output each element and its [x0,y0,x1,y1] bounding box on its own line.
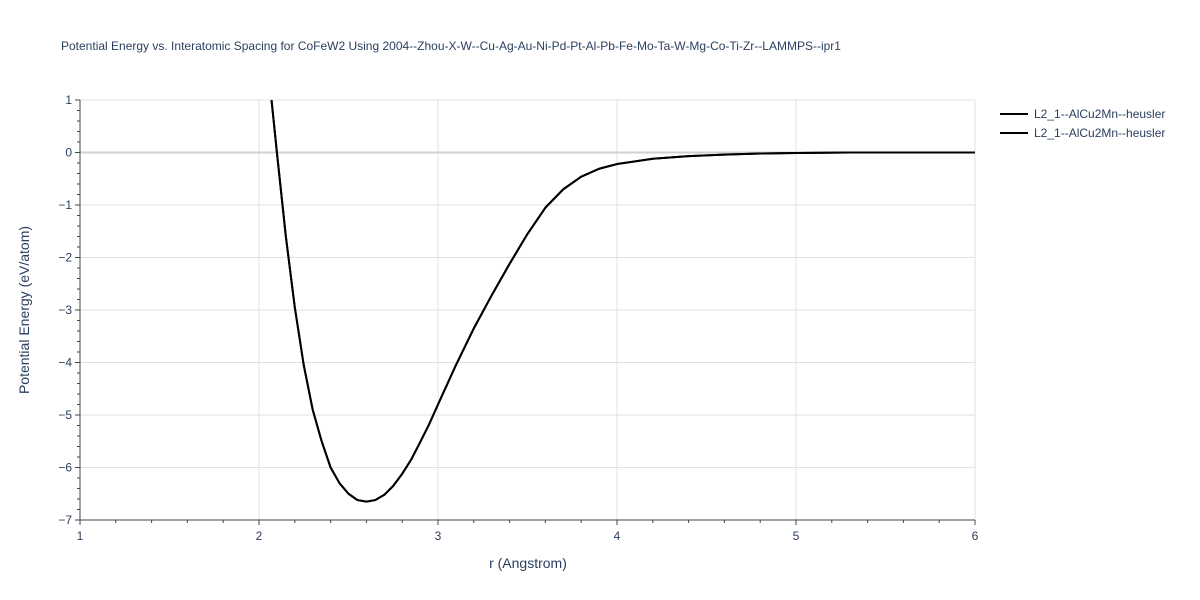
y-axis-title: Potential Energy (eV/atom) [16,226,32,394]
x-tick-label: 4 [614,529,621,543]
x-tick-label: 1 [77,529,84,543]
series-line-1 [270,100,975,503]
legend: L2_1--AlCu2Mn--heusler L2_1--AlCu2Mn--heu… [1000,107,1165,140]
y-tick-label: −3 [58,303,72,317]
plot-area [270,100,975,503]
grid-lines [80,99,976,520]
x-tick-label: 2 [256,529,263,543]
y-tick-label: −2 [58,251,72,265]
x-tick-label: 6 [972,529,979,543]
legend-label-2: L2_1--AlCu2Mn--heusler [1034,126,1165,140]
chart-title: Potential Energy vs. Interatomic Spacing… [61,39,841,53]
y-tick-label: −6 [58,461,72,475]
axes: 1 2 3 4 5 6 1 0 −1 −2 −3 −4 −5 −6 −7 [58,93,978,543]
x-axis-title: r (Angstrom) [489,555,567,571]
x-tick-label: 3 [435,529,442,543]
y-tick-label: −7 [58,513,72,527]
y-tick-label: −5 [58,408,72,422]
legend-label-1: L2_1--AlCu2Mn--heusler [1034,107,1165,121]
y-tick-label: −4 [58,356,72,370]
y-tick-label: 1 [65,93,72,107]
y-tick-label: 0 [65,146,72,160]
x-tick-label: 5 [793,529,800,543]
y-tick-label: −1 [58,198,72,212]
series-line-2 [270,100,975,503]
